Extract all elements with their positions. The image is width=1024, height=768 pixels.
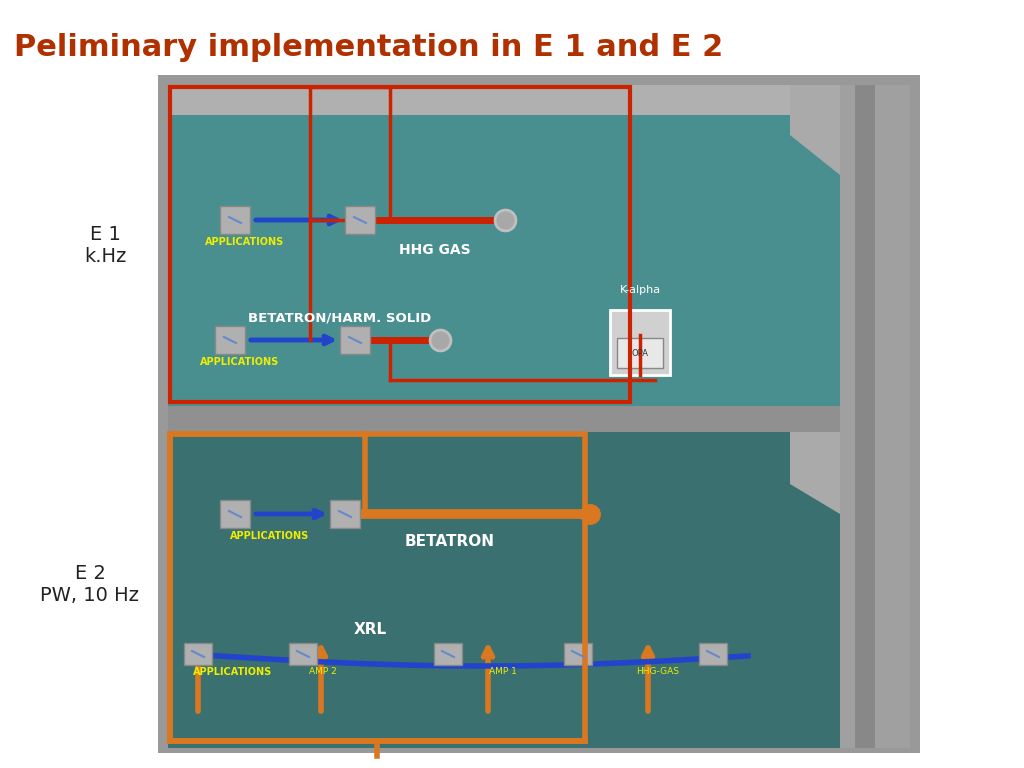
Bar	[855, 5, 1015, 67]
Text: APPLICATIONS: APPLICATIONS	[201, 357, 280, 367]
Text: APPLICATIONS: APPLICATIONS	[230, 531, 309, 541]
Bar	[168, 85, 840, 115]
Text: XRL: XRL	[353, 623, 387, 637]
Polygon shape	[790, 432, 840, 514]
Bar	[215, 326, 245, 354]
Bar	[168, 429, 840, 748]
Bar	[220, 206, 250, 234]
Bar	[184, 643, 212, 665]
Bar	[699, 643, 727, 665]
Bar	[220, 500, 250, 528]
Bar	[564, 643, 592, 665]
Text: eli: eli	[882, 25, 918, 51]
Text: k.Hz: k.Hz	[84, 247, 126, 266]
Bar	[158, 75, 920, 753]
Text: Peliminary implementation in E 1 and E 2: Peliminary implementation in E 1 and E 2	[14, 34, 723, 62]
Text: HHG GAS: HHG GAS	[399, 243, 471, 257]
Bar	[617, 338, 663, 368]
Bar	[170, 434, 585, 741]
Polygon shape	[790, 85, 840, 175]
Text: BETATRON: BETATRON	[406, 535, 495, 549]
Bar	[170, 87, 630, 402]
Text: AMP 1: AMP 1	[489, 667, 517, 677]
Text: E 2: E 2	[75, 564, 105, 583]
Text: APPLICATIONS: APPLICATIONS	[194, 667, 272, 677]
Bar	[840, 85, 910, 748]
Bar	[855, 85, 874, 748]
Text: beamlines: beamlines	[930, 54, 977, 62]
Bar	[168, 406, 840, 432]
Text: OPA: OPA	[632, 349, 648, 357]
Text: BETATRON/HARM. SOLID: BETATRON/HARM. SOLID	[249, 312, 432, 325]
Bar	[340, 326, 370, 354]
Bar	[289, 643, 317, 665]
Text: K-alpha: K-alpha	[620, 285, 660, 295]
Text: E 1: E 1	[89, 225, 121, 244]
Bar	[434, 643, 462, 665]
Bar	[345, 206, 375, 234]
Text: APPLICATIONS: APPLICATIONS	[206, 237, 285, 247]
Bar	[610, 310, 670, 375]
Text: PW, 10 Hz: PW, 10 Hz	[41, 586, 139, 605]
Bar	[330, 500, 360, 528]
Text: HHG-GAS: HHG-GAS	[637, 667, 680, 677]
Text: AMP 2: AMP 2	[309, 667, 337, 677]
Bar	[168, 85, 840, 409]
